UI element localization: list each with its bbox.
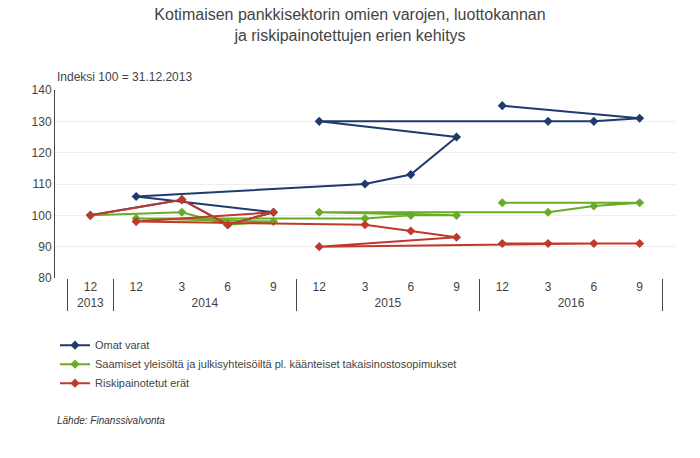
svg-text:2013: 2013: [77, 296, 104, 310]
svg-text:3: 3: [179, 280, 186, 294]
svg-text:9: 9: [636, 280, 643, 294]
svg-text:Lähde: Finanssivalvonta: Lähde: Finanssivalvonta: [57, 415, 165, 426]
svg-text:Kotimaisen pankkisektorin omie: Kotimaisen pankkisektorin omien varojen,…: [154, 6, 545, 44]
svg-text:6: 6: [224, 280, 231, 294]
svg-text:Saamiset yleisöltä ja julkisyh: Saamiset yleisöltä ja julkisyhteisöiltä …: [95, 358, 456, 370]
svg-text:2015: 2015: [375, 296, 402, 310]
svg-text:6: 6: [407, 280, 414, 294]
svg-text:3: 3: [545, 280, 552, 294]
svg-text:130: 130: [32, 115, 52, 129]
svg-text:110: 110: [32, 177, 51, 191]
svg-text:140: 140: [32, 83, 52, 97]
svg-text:100: 100: [32, 209, 52, 223]
svg-text:9: 9: [453, 280, 460, 294]
svg-text:12: 12: [496, 280, 510, 294]
svg-text:6: 6: [591, 280, 598, 294]
svg-text:12: 12: [84, 280, 98, 294]
svg-text:12: 12: [313, 280, 327, 294]
svg-text:120: 120: [32, 146, 52, 160]
svg-text:2014: 2014: [191, 296, 218, 310]
svg-text:Riskipainotetut erät: Riskipainotetut erät: [95, 377, 189, 389]
svg-text:12: 12: [129, 280, 143, 294]
svg-text:9: 9: [270, 280, 277, 294]
svg-text:3: 3: [362, 280, 369, 294]
svg-text:Indeksi 100 = 31.12.2013: Indeksi 100 = 31.12.2013: [57, 70, 192, 84]
svg-text:2016: 2016: [558, 296, 585, 310]
svg-text:80: 80: [38, 271, 52, 285]
svg-text:90: 90: [38, 240, 52, 254]
svg-text:Omat varat: Omat varat: [95, 339, 149, 351]
